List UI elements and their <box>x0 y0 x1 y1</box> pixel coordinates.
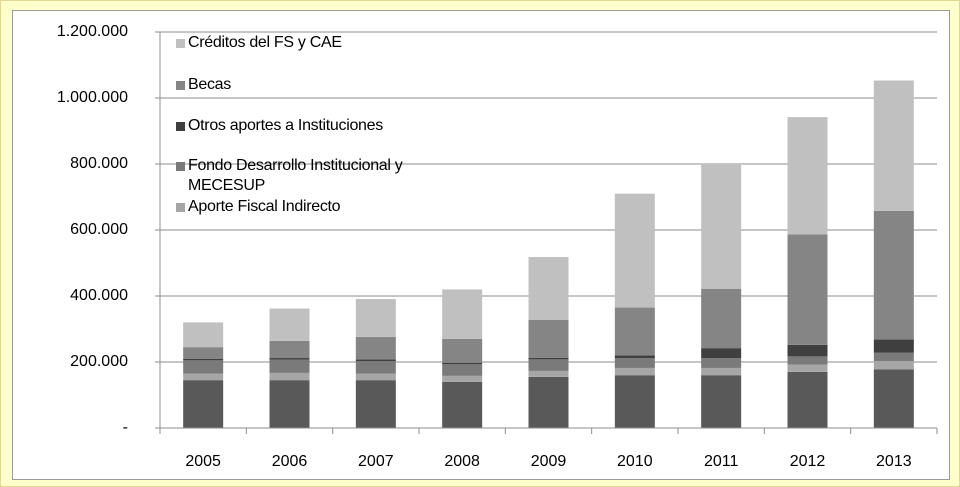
bar-segment <box>355 361 396 374</box>
x-tick-label: 2012 <box>790 453 826 470</box>
x-tick-label: 2010 <box>617 453 653 470</box>
bar-segment <box>873 369 914 428</box>
bar-segment <box>701 288 742 349</box>
bar-segment <box>873 339 914 353</box>
y-tick-label: 1.200.000 <box>57 23 128 40</box>
bar-segment <box>269 358 310 360</box>
bar-segment <box>269 308 310 341</box>
bar-segment <box>787 371 828 428</box>
bar-segment <box>614 375 655 428</box>
bar-segment <box>442 364 483 376</box>
legend-swatch <box>176 39 185 48</box>
bar-segment <box>528 257 569 320</box>
bar-segment <box>614 193 655 308</box>
bar-segment <box>269 380 310 428</box>
bar-segment <box>873 361 914 370</box>
y-tick-label: 600.000 <box>70 221 128 238</box>
bar-segment <box>787 356 828 365</box>
bar-segment <box>528 357 569 360</box>
x-tick-label: 2005 <box>185 453 221 470</box>
bar-segment <box>614 307 655 356</box>
bar-segment <box>787 344 828 357</box>
bar-segment <box>701 164 742 289</box>
bar-segment <box>873 80 914 211</box>
bar-segment <box>614 358 655 368</box>
bar-segment <box>269 340 310 359</box>
legend-item: Fondo Desarrollo Institucional y MECESUP <box>176 156 478 196</box>
bar-segment <box>701 375 742 428</box>
bar-segment <box>355 298 396 337</box>
bar-segment <box>614 355 655 359</box>
legend-label: Otros aportes a Instituciones <box>188 117 383 134</box>
bar-segment <box>873 352 914 362</box>
bar-segment <box>442 381 483 428</box>
x-tick-label: 2006 <box>272 453 308 470</box>
legend-swatch <box>176 81 185 90</box>
bar-segment <box>873 210 914 340</box>
bar-segment <box>183 380 224 428</box>
bar-segment <box>614 367 655 376</box>
legend-label: Créditos del FS y CAE <box>188 34 342 51</box>
bar-segment <box>787 364 828 372</box>
bar-segment <box>183 360 224 374</box>
bar-segment <box>355 359 396 362</box>
bar-segment <box>787 117 828 235</box>
bar-segment <box>442 338 483 363</box>
bar-segment <box>442 375 483 382</box>
legend-swatch <box>176 162 185 171</box>
bar-segment <box>528 319 569 358</box>
bar-segment <box>183 373 224 381</box>
bar-segment <box>528 376 569 428</box>
bar-segment <box>269 359 310 373</box>
y-tick-label: 1.000.000 <box>57 89 128 106</box>
bar-segment <box>701 367 742 376</box>
legend-swatch <box>176 122 185 131</box>
legend-label: Fondo Desarrollo Institucional y MECESUP <box>188 157 403 194</box>
legend-item: Becas <box>176 75 231 95</box>
x-tick-label: 2008 <box>444 453 480 470</box>
legend-label: Aporte Fiscal Indirecto <box>188 198 341 215</box>
bar-segment <box>528 370 569 377</box>
y-tick-label: 400.000 <box>70 287 128 304</box>
legend-item: Aporte Fiscal Indirecto <box>176 197 341 217</box>
legend-item: Créditos del FS y CAE <box>176 33 342 53</box>
bar-segment <box>787 234 828 345</box>
y-tick-label: 200.000 <box>70 353 128 370</box>
x-tick-label: 2011 <box>704 453 739 470</box>
bar-segment <box>442 362 483 365</box>
bar-segment <box>528 359 569 371</box>
bar-segment <box>183 347 224 359</box>
bar-segment <box>701 358 742 368</box>
bar-segment <box>183 322 224 348</box>
x-tick-label: 2009 <box>531 453 567 470</box>
x-tick-label: 2013 <box>876 453 912 470</box>
y-tick-label: 800.000 <box>70 155 128 172</box>
bar-segment <box>442 289 483 339</box>
y-tick-label: - <box>123 419 128 436</box>
bar-segment <box>355 336 396 360</box>
bar-segment <box>183 358 224 361</box>
legend-swatch <box>176 203 185 212</box>
legend-item: Otros aportes a Instituciones <box>176 116 383 136</box>
bar-segment <box>355 380 396 428</box>
bar-segment <box>269 372 310 381</box>
bar-segment <box>355 373 396 381</box>
legend-label: Becas <box>188 76 231 93</box>
x-tick-label: 2007 <box>358 453 394 470</box>
bar-segment <box>701 348 742 359</box>
